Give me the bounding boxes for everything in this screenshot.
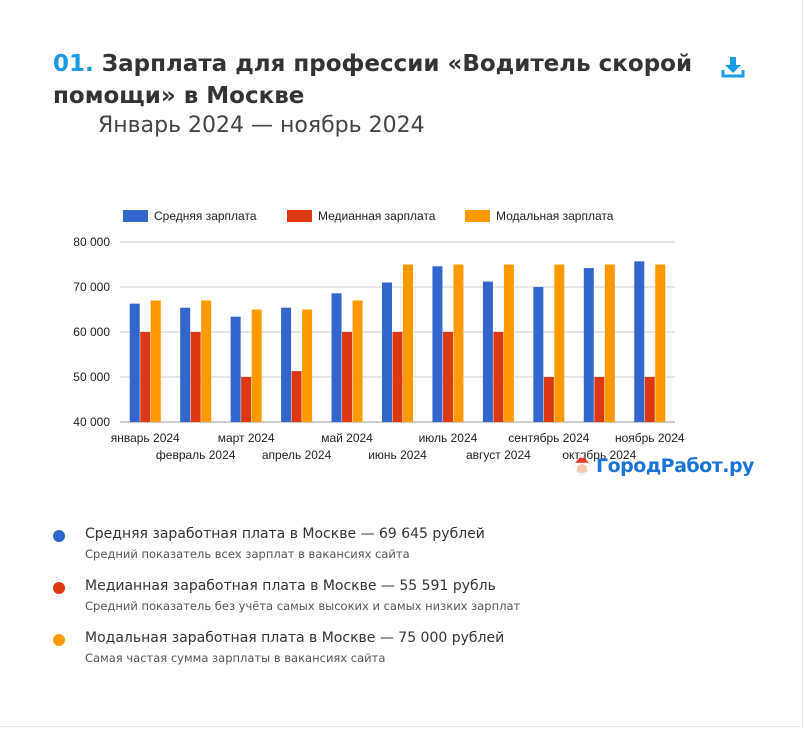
bar-average: [129, 303, 140, 422]
bar-modal: [403, 264, 413, 422]
legend-swatch: [465, 210, 490, 222]
bar-modal: [302, 309, 313, 422]
bar-median: [241, 377, 252, 422]
y-tick-label: 70 000: [73, 280, 110, 294]
bar-median: [342, 332, 353, 422]
bar-median: [442, 332, 453, 422]
x-tick-label: март 2024: [218, 431, 275, 445]
legend-label: Медианная зарплата: [318, 209, 436, 223]
stat-median-desc: Средний показатель без учёта самых высок…: [85, 599, 521, 613]
legend-label: Средняя зарплата: [154, 209, 257, 223]
site-logo[interactable]: ГородРабот.ру: [570, 451, 754, 481]
bar-average: [382, 282, 392, 422]
bar-median: [594, 377, 605, 422]
bar-median: [291, 371, 302, 422]
bar-average: [230, 316, 241, 422]
stat-average: Средняя заработная плата в Москве — 69 6…: [53, 524, 753, 576]
bar-modal: [604, 264, 615, 422]
bar-median: [644, 377, 655, 422]
modal-dot: [53, 634, 65, 646]
stat-median: Медианная заработная плата в Москве — 55…: [53, 576, 753, 628]
x-tick-label: апрель 2024: [262, 448, 332, 462]
stat-modal-desc: Самая частая сумма зарплаты в вакансиях …: [85, 651, 386, 665]
bar-average: [281, 307, 292, 422]
x-tick-label: февраль 2024: [156, 448, 236, 462]
average-dot: [53, 530, 65, 542]
bar-modal: [655, 264, 666, 422]
x-tick-label: январь 2024: [111, 431, 180, 445]
bar-average: [533, 287, 544, 422]
bar-modal: [503, 264, 514, 422]
bar-median: [190, 332, 201, 422]
median-dot: [53, 582, 65, 594]
bar-median: [392, 332, 403, 422]
bar-median: [543, 377, 554, 422]
salary-chart: 40 000 50 000 60 000 70 000 80 000 январь 202…: [73, 209, 685, 462]
download-button[interactable]: [720, 54, 746, 80]
legend-label: Модальная зарплата: [496, 209, 614, 223]
section-number: 01.: [53, 51, 94, 77]
bar-modal: [150, 300, 161, 422]
bar-average: [180, 307, 191, 422]
bar-modal: [352, 300, 363, 422]
title-text: Зарплата для профессии «Водитель скорой …: [53, 51, 693, 109]
stat-median-title: Медианная заработная плата в Москве — 55…: [85, 578, 496, 594]
stats-list: Средняя заработная плата в Москве — 69 6…: [53, 524, 753, 680]
x-tick-label: сентябрь 2024: [508, 431, 589, 445]
stat-modal-title: Модальная заработная плата в Москве — 75…: [85, 630, 505, 646]
stat-average-title: Средняя заработная плата в Москве — 69 6…: [85, 526, 485, 542]
y-tick-label: 40 000: [73, 415, 110, 429]
bar-modal: [453, 264, 464, 422]
y-tick-label: 60 000: [73, 325, 110, 339]
bar-modal: [201, 300, 212, 422]
period-subtitle: Январь 2024 — ноябрь 2024: [98, 113, 425, 138]
x-tick-label: июль 2024: [419, 431, 478, 445]
bar-median: [493, 332, 504, 422]
page-title: 01. Зарплата для профессии «Водитель скор…: [53, 48, 693, 112]
x-tick-label: май 2024: [321, 431, 373, 445]
legend-swatch: [123, 210, 148, 222]
x-tick-label: август 2024: [466, 448, 531, 462]
stat-average-desc: Средний показатель всех зарплат в ваканс…: [85, 547, 410, 561]
bar-average: [583, 268, 594, 422]
bar-average: [634, 261, 645, 422]
x-tick-label: ноябрь 2024: [615, 431, 685, 445]
legend-swatch: [287, 210, 312, 222]
y-tick-label: 80 000: [73, 235, 110, 249]
x-tick-label: июнь 2024: [368, 448, 427, 462]
santa-face-icon: [572, 454, 592, 476]
bar-average: [432, 266, 443, 422]
bar-median: [140, 332, 151, 422]
bar-modal: [251, 309, 262, 422]
bar-average: [482, 281, 493, 422]
bar-average: [331, 293, 342, 422]
stat-modal: Модальная заработная плата в Москве — 75…: [53, 628, 753, 680]
bar-modal: [554, 264, 565, 422]
download-icon: [721, 57, 745, 78]
y-tick-label: 50 000: [73, 370, 110, 384]
logo-text: ГородРабот.ру: [596, 455, 754, 477]
